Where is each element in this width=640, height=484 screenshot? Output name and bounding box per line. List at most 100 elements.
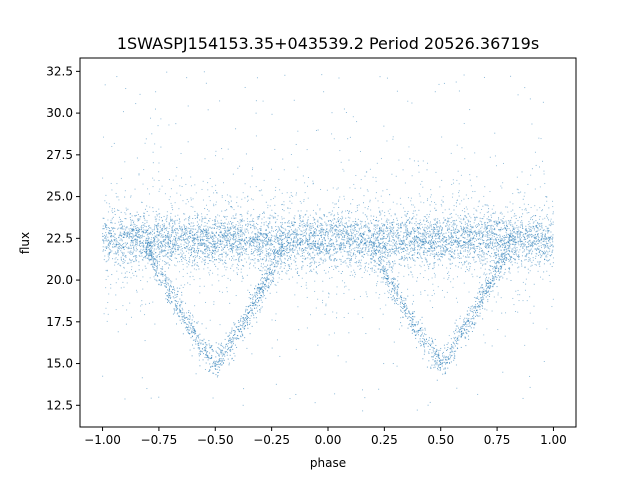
scatter-point (258, 216, 260, 218)
scatter-point (400, 226, 402, 228)
scatter-point (293, 231, 295, 233)
scatter-point (234, 246, 236, 248)
scatter-point (512, 253, 514, 255)
scatter-point (175, 244, 177, 246)
scatter-point (334, 232, 336, 234)
scatter-point (371, 235, 373, 237)
scatter-point (329, 243, 331, 245)
scatter-point (296, 233, 297, 235)
scatter-point (416, 227, 418, 229)
scatter-point (266, 241, 268, 243)
scatter-point (320, 236, 322, 238)
scatter-point (228, 223, 230, 225)
scatter-point (354, 241, 356, 243)
scatter-point (188, 241, 190, 243)
scatter-point (225, 231, 227, 233)
scatter-point (491, 216, 493, 218)
scatter-point (352, 248, 354, 250)
scatter-point (188, 220, 190, 222)
scatter-point (400, 203, 402, 205)
scatter-point (312, 234, 314, 236)
scatter-point (287, 234, 289, 236)
scatter-point (524, 267, 526, 269)
scatter-point (226, 239, 228, 241)
scatter-point (114, 251, 116, 253)
scatter-point (281, 218, 283, 220)
scatter-point (256, 241, 258, 243)
scatter-point (182, 235, 184, 237)
scatter-point (471, 256, 473, 258)
scatter-point (108, 253, 110, 255)
scatter-point (194, 217, 196, 219)
scatter-point (215, 232, 217, 234)
scatter-point (322, 241, 324, 243)
scatter-point (471, 242, 473, 244)
scatter-point (108, 257, 110, 259)
scatter-point (130, 227, 132, 229)
scatter-point (221, 233, 223, 235)
scatter-point (481, 226, 483, 228)
scatter-point (215, 223, 217, 225)
scatter-point (416, 236, 418, 238)
scatter-point (301, 230, 303, 232)
scatter-point (300, 237, 302, 239)
scatter-point (502, 235, 504, 237)
scatter-point (256, 251, 258, 253)
scatter-point (189, 249, 191, 251)
scatter-point (358, 243, 360, 245)
scatter-point (240, 231, 242, 233)
scatter-point (205, 229, 207, 231)
scatter-point (364, 243, 366, 245)
scatter-point (288, 257, 290, 259)
scatter-point (319, 234, 321, 236)
scatter-point (511, 230, 513, 232)
scatter-point (514, 251, 516, 253)
scatter-point (108, 252, 110, 254)
scatter-point (523, 236, 525, 238)
scatter-point (102, 250, 104, 252)
scatter-point (118, 235, 120, 237)
scatter-point (461, 234, 463, 236)
scatter-point (181, 248, 183, 250)
scatter-point (193, 243, 195, 245)
scatter-point (345, 217, 347, 219)
scatter-point (205, 256, 207, 258)
scatter-point (211, 227, 213, 229)
scatter-point (316, 247, 318, 249)
scatter-point (535, 238, 537, 240)
scatter-point (252, 236, 254, 238)
scatter-point (156, 215, 158, 217)
scatter-point (508, 254, 510, 256)
scatter-point (287, 242, 289, 244)
scatter-point (368, 231, 370, 233)
scatter-point (174, 231, 176, 233)
scatter-point (152, 257, 154, 259)
scatter-point (145, 241, 147, 243)
scatter-point (363, 225, 365, 227)
scatter-point (258, 244, 260, 246)
scatter-point (336, 265, 338, 267)
scatter-point (139, 240, 141, 242)
scatter-point (207, 234, 209, 236)
scatter-point (311, 257, 313, 259)
scatter-point (414, 241, 416, 243)
scatter-point (290, 237, 292, 239)
scatter-point (478, 256, 480, 258)
scatter-point (403, 235, 405, 237)
scatter-point (257, 231, 259, 233)
scatter-point (519, 238, 521, 240)
scatter-point (397, 235, 399, 237)
scatter-point (161, 220, 163, 222)
scatter-point (224, 222, 226, 224)
scatter-point (451, 234, 453, 236)
scatter-point (147, 229, 149, 231)
scatter-point (358, 250, 360, 252)
scatter-point (161, 235, 163, 237)
scatter-point (379, 246, 381, 248)
scatter-point (138, 231, 140, 233)
scatter-point (426, 232, 428, 234)
scatter-point (438, 226, 440, 228)
scatter-point (201, 252, 203, 254)
scatter-point (468, 256, 470, 258)
scatter-point (318, 251, 320, 253)
